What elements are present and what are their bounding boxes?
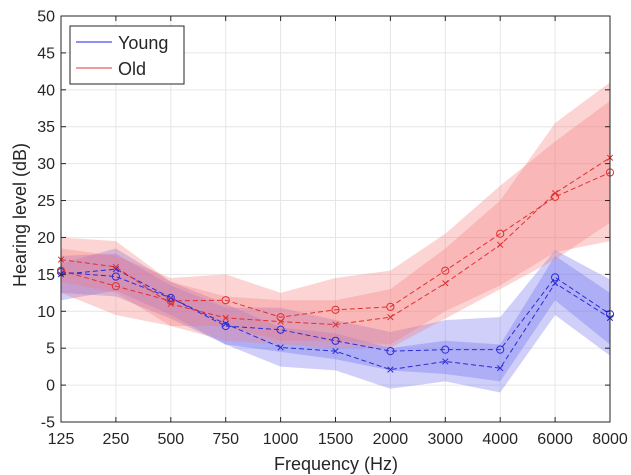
point-old-cross <box>442 280 449 287</box>
point-young-cross <box>167 294 174 302</box>
x-tick-label: 1000 <box>263 431 299 448</box>
legend-label-young: Young <box>118 33 168 53</box>
point-young-cross <box>497 364 504 372</box>
point-old-cross <box>167 300 174 308</box>
confidence-bands <box>61 82 610 393</box>
y-tick-label: 50 <box>37 9 55 26</box>
line-young-circle <box>60 271 611 352</box>
point-old-cross <box>277 318 284 325</box>
band-old-circle <box>61 100 610 345</box>
legend-box <box>69 25 185 85</box>
point-old-cross <box>497 241 504 248</box>
x-tick-label: 4000 <box>482 431 518 448</box>
point-young-cross <box>332 347 339 355</box>
point-old-circle <box>111 282 121 291</box>
point-old-circle <box>496 229 505 238</box>
y-tick-label: 20 <box>37 230 55 247</box>
line-old-circle <box>60 172 611 318</box>
point-young-cross <box>222 320 229 327</box>
point-old-cross <box>222 314 229 322</box>
point-young-circle <box>331 336 340 345</box>
y-axis-label: Hearing level (dB) <box>10 143 30 287</box>
y-tick-label: 5 <box>46 341 55 358</box>
point-old-circle <box>441 266 450 275</box>
band-old-cross <box>61 82 610 349</box>
point-young-circle <box>441 345 450 354</box>
point-young-circle <box>276 325 285 334</box>
y-tick-label: 15 <box>37 267 55 284</box>
legend-label-old: Old <box>118 59 146 79</box>
x-tick-label: 8000 <box>592 431 628 448</box>
y-tick-label: 10 <box>37 304 55 321</box>
x-tick-label: 6000 <box>537 431 573 448</box>
point-young-circle <box>111 272 121 281</box>
band-young-circle <box>61 250 610 382</box>
x-axis-label: Frequency (Hz) <box>274 454 398 474</box>
point-young-circle <box>496 345 505 354</box>
point-old-cross <box>551 190 559 197</box>
x-tick-label: 3000 <box>428 431 464 448</box>
point-young-cross <box>387 366 394 373</box>
point-young-cross <box>551 280 559 287</box>
point-young-cross <box>277 344 284 351</box>
y-tick-label: 35 <box>37 119 55 136</box>
x-tick-label: 2000 <box>373 431 409 448</box>
point-young-cross <box>442 358 449 365</box>
y-tick-label: 25 <box>37 193 55 210</box>
point-young-circle <box>166 293 175 303</box>
legend: Young Old <box>69 25 185 85</box>
point-old-cross <box>387 314 394 321</box>
point-old-circle <box>386 302 395 311</box>
x-tick-label: 1500 <box>318 431 354 448</box>
x-tick-label: 750 <box>212 431 239 448</box>
band-young-cross <box>61 248 610 393</box>
point-young-cross <box>112 266 120 273</box>
point-old-cross <box>332 321 339 328</box>
point-old-circle <box>331 305 340 314</box>
x-tick-label: 125 <box>48 431 75 448</box>
axis-ticks: 125 250 500 750 1000 1500 2000 3000 4000 6000 8000… <box>37 9 628 449</box>
point-young-circle <box>551 273 560 282</box>
x-tick-label: 500 <box>157 431 184 448</box>
point-young-circle <box>221 321 230 331</box>
y-tick-label: 30 <box>37 156 55 173</box>
y-tick-label: 0 <box>46 378 55 395</box>
point-old-circle <box>276 313 285 322</box>
x-tick-label: 250 <box>103 431 130 448</box>
y-tick-label: 40 <box>37 82 55 99</box>
point-old-circle <box>221 296 230 305</box>
point-young-circle <box>386 347 395 356</box>
y-tick-label: 45 <box>37 45 55 62</box>
y-tick-label: -5 <box>41 415 55 432</box>
point-old-cross <box>112 263 120 271</box>
